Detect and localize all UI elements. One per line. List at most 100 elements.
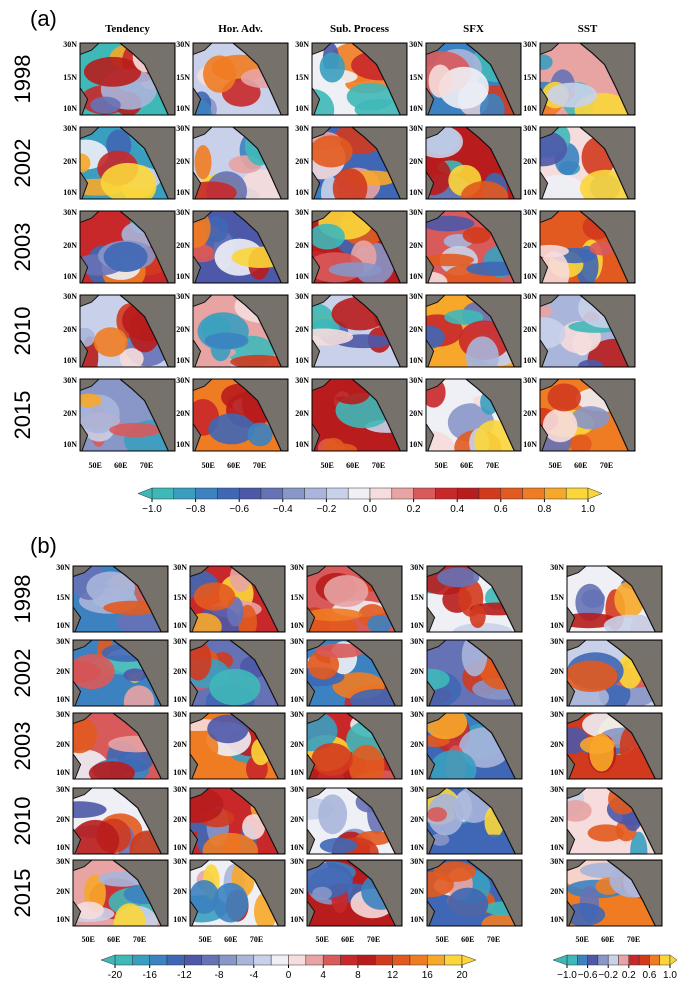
colorbar-tick-label: 0.6 xyxy=(494,504,508,515)
lat-label: 30N xyxy=(290,563,304,572)
map-panel xyxy=(290,42,410,130)
lat-label: 10N xyxy=(173,621,187,630)
lat-label: 30N xyxy=(410,710,424,719)
lat-label: 30N xyxy=(290,857,304,866)
colorbar-segment xyxy=(501,488,523,499)
colorbar-segment xyxy=(392,488,414,499)
field-blob xyxy=(430,750,477,789)
field-blob xyxy=(90,97,121,114)
lat-label: 10N xyxy=(409,104,423,113)
map-panel xyxy=(562,856,664,926)
colorbar-segment xyxy=(544,488,566,499)
lat-label: 30N xyxy=(56,785,70,794)
lat-label: 10N xyxy=(56,768,70,777)
lat-label: 20N xyxy=(409,409,423,418)
field-blob xyxy=(425,707,468,740)
lat-label: 30N xyxy=(409,40,423,49)
colorbar-tick-label: 20 xyxy=(456,970,468,981)
colorbar-tick-label: 12 xyxy=(387,970,399,981)
field-blob xyxy=(333,168,368,208)
lat-label: 30N xyxy=(173,710,187,719)
lat-label: 15N xyxy=(56,593,70,602)
lat-label: 10N xyxy=(409,188,423,197)
lat-label: 20N xyxy=(295,409,309,418)
year-label: 2015 xyxy=(10,391,35,440)
lat-label: 30N xyxy=(295,40,309,49)
map-panel xyxy=(63,860,168,944)
lat-label: 10N xyxy=(550,768,564,777)
colorbar-segment xyxy=(239,488,261,499)
lat-label: 20N xyxy=(410,740,424,749)
field-blob xyxy=(547,383,581,411)
map-panel xyxy=(556,712,662,779)
lat-label: 30N xyxy=(176,124,190,133)
lat-label: 30N xyxy=(63,376,77,385)
map-panel xyxy=(72,563,172,635)
colorbar-segment xyxy=(152,488,174,499)
lat-label: 10N xyxy=(550,915,564,924)
lat-label: 20N xyxy=(410,815,424,824)
colorbar-arrow xyxy=(670,955,677,965)
lat-label: 10N xyxy=(523,440,537,449)
colorbar-segment xyxy=(254,955,271,965)
lat-label: 30N xyxy=(409,376,423,385)
colorbar-arrow xyxy=(101,955,115,965)
lat-label: 20N xyxy=(176,409,190,418)
colorbar-segment xyxy=(341,955,358,965)
lat-label: 20N xyxy=(176,241,190,250)
field-blob xyxy=(320,838,357,853)
colorbar-segment xyxy=(326,488,348,499)
lat-label: 30N xyxy=(173,563,187,572)
lat-label: 20N xyxy=(290,887,304,896)
lat-label: 20N xyxy=(290,740,304,749)
lon-label: 60E xyxy=(460,461,473,470)
lon-label: 50E xyxy=(316,935,329,944)
field-blob xyxy=(461,181,508,212)
colorbar-arrow xyxy=(138,488,152,499)
map-panel xyxy=(55,633,168,719)
lat-label: 30N xyxy=(409,292,423,301)
lat-label: 30N xyxy=(523,208,537,217)
lat-label: 30N xyxy=(56,710,70,719)
colorbar-segment xyxy=(608,955,618,965)
lat-label: 10N xyxy=(173,843,187,852)
field-blob xyxy=(320,52,345,82)
column-title: Tendency xyxy=(105,23,150,35)
lat-label: 10N xyxy=(56,695,70,704)
map-panel xyxy=(407,125,521,217)
colorbar-segment xyxy=(619,955,629,965)
lat-label: 30N xyxy=(56,563,70,572)
lat-label: 30N xyxy=(290,710,304,719)
lat-label: 20N xyxy=(550,667,564,676)
lat-label: 30N xyxy=(410,637,424,646)
colorbar-segment xyxy=(598,955,608,965)
field-blob xyxy=(89,761,135,785)
lon-label: 50E xyxy=(202,461,215,470)
lat-label: 20N xyxy=(63,409,77,418)
field-blob xyxy=(312,887,332,900)
map-panel xyxy=(298,123,407,210)
lon-label: 70E xyxy=(250,935,263,944)
map-panel xyxy=(284,711,407,793)
colorbar-tick-label: −0.4 xyxy=(273,504,293,515)
lat-label: 20N xyxy=(173,887,187,896)
field-blob xyxy=(447,888,488,921)
lat-label: 20N xyxy=(173,815,187,824)
colorbar-segment xyxy=(358,955,375,965)
colorbar-segment xyxy=(588,955,598,965)
map-panel xyxy=(185,124,288,211)
lat-label: 20N xyxy=(173,740,187,749)
lat-label: 20N xyxy=(295,157,309,166)
lon-label: 60E xyxy=(107,935,120,944)
field-blob xyxy=(581,589,604,607)
lat-label: 20N xyxy=(173,667,187,676)
colorbar-segment xyxy=(219,955,236,965)
lat-label: 10N xyxy=(410,915,424,924)
colorbar-segment xyxy=(217,488,239,499)
lat-label: 30N xyxy=(410,563,424,572)
field-blob xyxy=(543,409,578,443)
colorbar-tick-label: 0.0 xyxy=(363,504,377,515)
lat-label: 20N xyxy=(290,667,304,676)
year-label: 2010 xyxy=(10,307,35,356)
colorbar-tick-label: −0.2 xyxy=(317,504,337,515)
